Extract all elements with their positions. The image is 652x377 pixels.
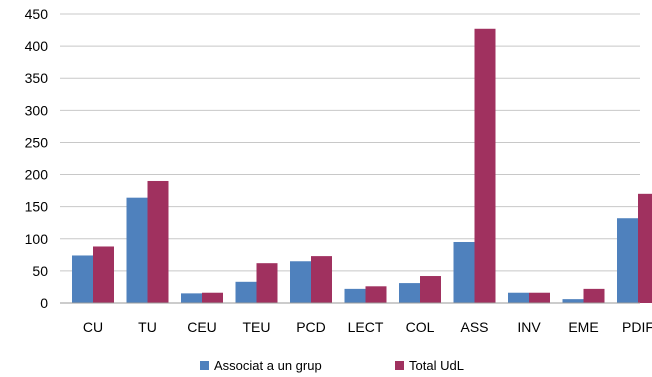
bar-associat-inv [508,292,529,303]
bar-total-tu [147,180,169,303]
x-axis-ticks: CU TU CEU TEU PCD LECT COL ASS INV EME PDIF [83,319,652,335]
bar-total-ass [474,28,496,303]
bar-total-cu [93,246,114,303]
bar-associat-tu [126,197,148,303]
bar-total-eme [583,288,605,303]
legend-label: Total UdL [409,358,464,373]
x-tick-label: CEU [187,319,217,335]
bars [72,28,652,303]
x-tick-label: EME [568,319,598,335]
x-tick-label: PCD [296,319,326,335]
y-tick-label: 150 [25,199,49,215]
y-tick-label: 100 [25,231,49,247]
bar-associat-col [399,283,420,303]
bar-associat-ceu [181,293,202,303]
y-tick-label: 450 [25,6,49,22]
bar-associat-cu [72,255,93,303]
legend-swatch [200,361,209,370]
bar-total-pcd [311,256,332,303]
y-tick-label: 50 [32,263,48,279]
bar-total-teu [256,263,278,303]
x-tick-label: ASS [460,319,488,335]
y-tick-label: 250 [25,134,49,150]
x-tick-label: CU [83,319,103,335]
bar-associat-ass [453,241,475,303]
legend: Associat a un grup Total UdL [200,358,464,373]
legend-swatch [395,361,404,370]
x-tick-label: INV [517,319,541,335]
x-tick-label: PDIF [622,319,652,335]
legend-label: Associat a un grup [214,358,322,373]
bar-associat-lect [344,288,366,303]
bar-total-col [420,276,441,303]
bar-total-inv [529,292,550,303]
x-tick-label: TEU [243,319,271,335]
bar-total-lect [365,286,387,303]
bar-associat-eme [562,299,584,303]
bar-total-pdif [638,193,652,303]
y-tick-label: 400 [25,38,49,54]
y-tick-label: 200 [25,167,49,183]
x-tick-label: LECT [348,319,384,335]
bar-associat-pdif [617,218,638,303]
bar-total-ceu [202,292,223,303]
x-tick-label: TU [138,319,157,335]
x-tick-label: COL [406,319,435,335]
bar-associat-teu [235,281,257,303]
bar-associat-pcd [290,261,311,303]
y-tick-label: 350 [25,70,49,86]
y-tick-label: 0 [40,295,48,311]
y-axis-ticks: 0 50 100 150 200 250 300 350 400 450 [25,6,49,311]
y-tick-label: 300 [25,102,49,118]
